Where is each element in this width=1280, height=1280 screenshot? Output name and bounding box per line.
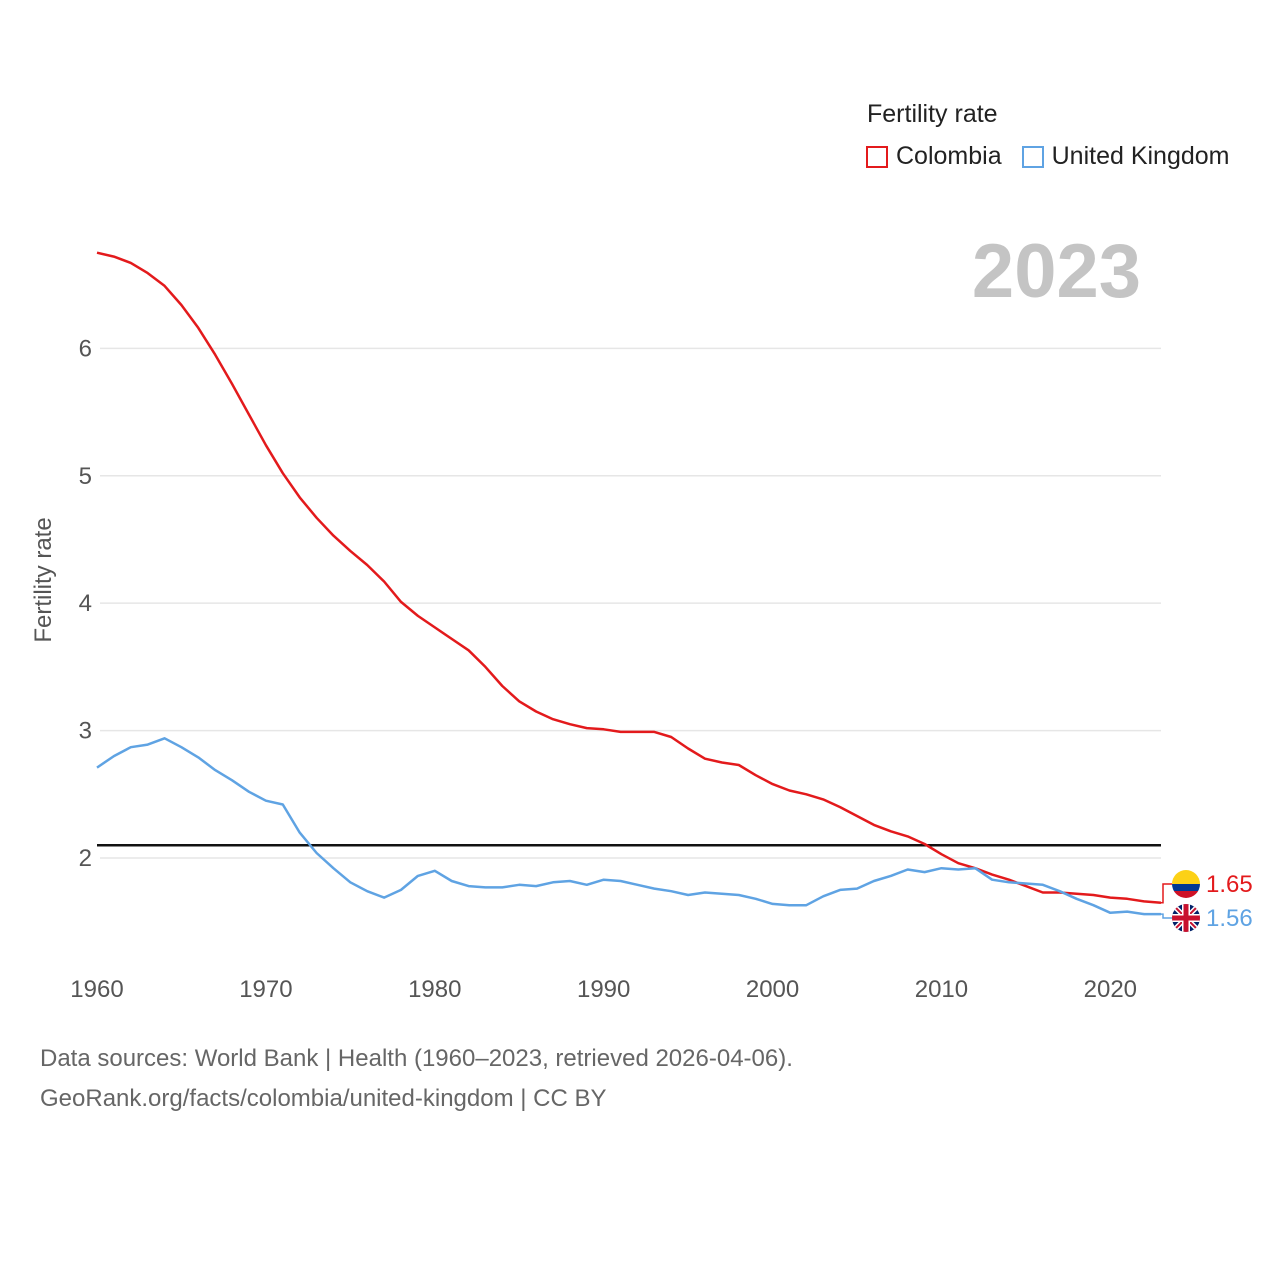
year-label: 2023: [971, 229, 1141, 314]
end-connector-united-kingdom: [1161, 913, 1172, 919]
flag-icon-united-kingdom: [1172, 904, 1200, 932]
x-axis-ticks: 1960 1970 1980 1990 2000 2010 2020: [70, 976, 1137, 1003]
x-tick-label-2010: 2010: [915, 976, 968, 1003]
end-labels: 1.65 1.56: [1161, 870, 1253, 932]
x-tick-label-1960: 1960: [70, 976, 123, 1003]
series-line-colombia: [96, 251, 1162, 904]
attribution-note: GeoRank.org/facts/colombia/united-kingdo…: [40, 1085, 607, 1112]
end-value-label-colombia: 1.65: [1206, 871, 1253, 898]
legend-label-colombia: Colombia: [896, 142, 1002, 170]
x-tick-label-2000: 2000: [746, 976, 799, 1003]
y-tick-label-6: 6: [79, 335, 92, 362]
end-value-label-united-kingdom: 1.56: [1206, 905, 1253, 932]
legend-swatch-united-kingdom: [1021, 145, 1044, 168]
legend-item-colombia[interactable]: Colombia: [866, 142, 1002, 171]
end-connector-colombia: [1161, 883, 1172, 904]
series-lines: [96, 251, 1162, 916]
flag-icon-colombia: [1172, 870, 1200, 898]
y-tick-label-2: 2: [79, 845, 92, 872]
legend: Colombia United Kingdom: [866, 142, 1250, 171]
legend-title: Fertility rate: [867, 100, 998, 128]
x-tick-label-1990: 1990: [577, 976, 630, 1003]
x-tick-label-1980: 1980: [408, 976, 461, 1003]
x-tick-label-1970: 1970: [239, 976, 292, 1003]
legend-item-united-kingdom[interactable]: United Kingdom: [1021, 142, 1230, 171]
x-tick-label-2020: 2020: [1084, 976, 1137, 1003]
y-tick-label-4: 4: [79, 590, 92, 617]
y-axis-label: Fertility rate: [30, 517, 57, 642]
y-tick-label-5: 5: [79, 463, 92, 490]
series-line-united-kingdom: [96, 737, 1161, 916]
y-tick-label-3: 3: [79, 718, 92, 745]
legend-swatch-colombia: [866, 145, 888, 168]
grid-lines: [100, 347, 1161, 859]
y-axis-ticks: 2 3 4 5 6: [79, 335, 92, 872]
legend-label-united-kingdom: United Kingdom: [1051, 142, 1230, 170]
source-note: Data sources: World Bank | Health (1960–…: [40, 1045, 793, 1072]
